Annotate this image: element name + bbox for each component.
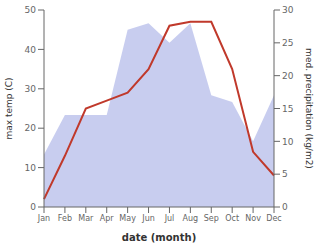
svg-text:date (month): date (month) xyxy=(122,232,196,243)
svg-text:5: 5 xyxy=(282,169,288,179)
svg-text:Jul: Jul xyxy=(164,214,175,223)
svg-text:15: 15 xyxy=(282,104,293,114)
svg-text:Dec: Dec xyxy=(266,214,281,223)
svg-text:50: 50 xyxy=(25,5,37,15)
svg-text:med. precipitation (kg/m2): med. precipitation (kg/m2) xyxy=(304,48,314,169)
svg-text:40: 40 xyxy=(25,45,37,55)
svg-text:Mar: Mar xyxy=(78,214,94,223)
svg-text:max temp (C): max temp (C) xyxy=(4,77,14,139)
svg-text:Aug: Aug xyxy=(183,214,199,223)
svg-text:30: 30 xyxy=(25,84,37,94)
svg-text:May: May xyxy=(119,214,136,223)
svg-text:Apr: Apr xyxy=(100,214,115,223)
svg-text:30: 30 xyxy=(282,5,294,15)
svg-text:Feb: Feb xyxy=(58,214,72,223)
svg-text:10: 10 xyxy=(282,137,294,147)
svg-text:Jun: Jun xyxy=(141,214,155,223)
svg-text:Nov: Nov xyxy=(245,214,261,223)
svg-text:25: 25 xyxy=(282,38,293,48)
svg-text:20: 20 xyxy=(25,123,37,133)
svg-text:0: 0 xyxy=(282,202,288,212)
svg-text:20: 20 xyxy=(282,71,294,81)
svg-text:Oct: Oct xyxy=(225,214,239,223)
svg-text:10: 10 xyxy=(25,163,37,173)
svg-text:Sep: Sep xyxy=(204,214,219,223)
svg-text:0: 0 xyxy=(30,202,36,212)
svg-text:Jan: Jan xyxy=(37,214,50,223)
